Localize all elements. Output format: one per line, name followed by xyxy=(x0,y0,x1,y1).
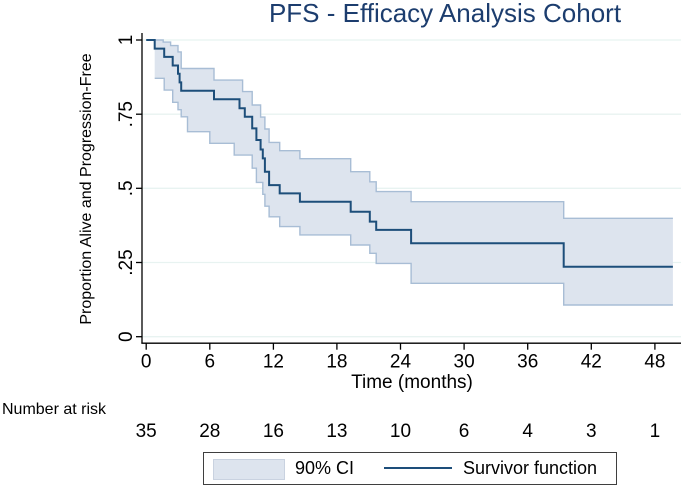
y-tick-label: .5 xyxy=(116,180,137,196)
risk-count: 13 xyxy=(326,421,348,442)
risk-count: 4 xyxy=(522,421,533,442)
risk-count: 6 xyxy=(458,421,470,442)
risk-count: 35 xyxy=(135,421,157,442)
y-tick-label: 0 xyxy=(116,331,137,342)
risk-count: 10 xyxy=(389,421,412,442)
chart-title: PFS - Efficacy Analysis Cohort xyxy=(268,0,622,28)
x-tick-label: 0 xyxy=(141,352,152,373)
y-tick-label: 1 xyxy=(116,35,137,46)
x-tick-label: 48 xyxy=(644,352,665,373)
ci-band xyxy=(154,40,673,305)
y-tick-label: .25 xyxy=(116,249,137,275)
risk-count: 1 xyxy=(649,421,661,442)
x-tick-label: 24 xyxy=(390,352,412,373)
legend: 90% CI Survivor function xyxy=(203,452,617,485)
ci-lower-line xyxy=(154,77,673,306)
x-tick-label: 42 xyxy=(581,352,602,373)
x-tick-label: 30 xyxy=(454,352,475,373)
legend-label-survivor: Survivor function xyxy=(463,458,598,478)
risk-table-row: 35 28 16 13 10 6 4 3 1 xyxy=(0,421,685,447)
ci-upper-line xyxy=(154,39,673,219)
risk-count: 3 xyxy=(586,421,597,442)
legend-label-ci: 90% CI xyxy=(295,458,355,478)
x-tick-label: 36 xyxy=(517,352,538,373)
ci-band-swatch xyxy=(213,459,285,480)
survivor-line xyxy=(146,39,673,268)
x-tick-label: 18 xyxy=(326,352,347,373)
y-tick-label: .75 xyxy=(116,101,137,127)
x-tick-label: 6 xyxy=(205,352,216,373)
km-plot-area: 0 .25 .5 .75 1 0 6 12 18 24 30 36 42 48 xyxy=(116,33,681,373)
risk-count: 28 xyxy=(199,421,221,442)
number-at-risk-label: Number at risk xyxy=(2,401,107,418)
survivor-line-swatch xyxy=(384,467,452,469)
risk-count: 16 xyxy=(262,421,284,442)
x-axis-label: Time (months) xyxy=(351,372,473,393)
x-tick-label: 12 xyxy=(263,352,284,373)
